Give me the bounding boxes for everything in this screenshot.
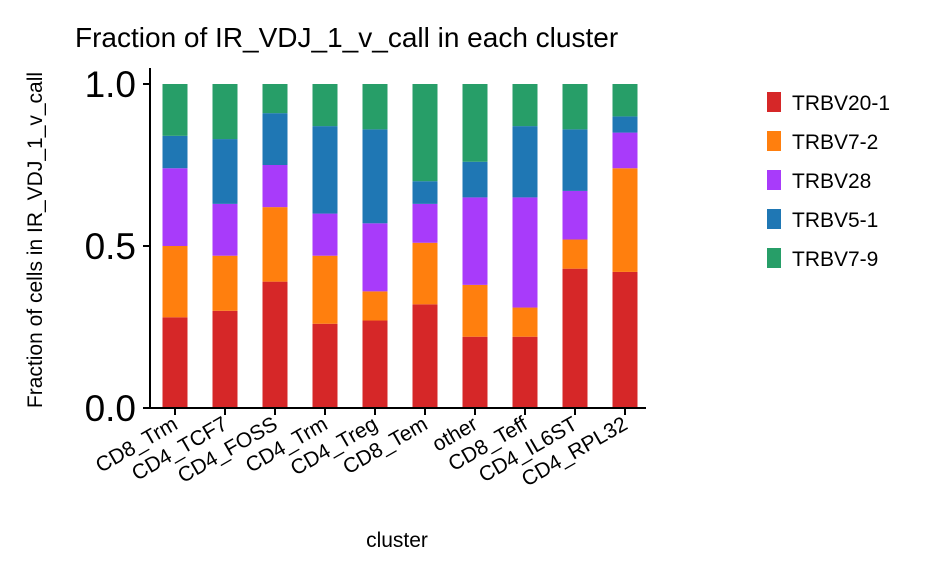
bar-segment-CD4_FOSS-TRBV20-1 (262, 281, 288, 408)
bar-segment-CD8_Tem-TRBV5-1 (412, 181, 438, 204)
legend: TRBV20-1 TRBV7-2 TRBV28 TRBV5-1 TRBV7-9 (767, 92, 890, 271)
legend-label: TRBV20-1 (792, 92, 890, 115)
bar-segment-CD4_FOSS-TRBV5-1 (262, 113, 288, 165)
y-tick-label: 0.0 (85, 388, 136, 429)
bar-segment-CD4_Treg-TRBV28 (362, 223, 388, 292)
bar-segment-CD4_IL6ST-TRBV20-1 (562, 268, 588, 408)
bar-segment-CD4_Trm-TRBV7-2 (312, 255, 338, 324)
bar-segment-CD4_TCF7-TRBV5-1 (212, 139, 238, 204)
bar-segment-CD4_FOSS-TRBV28 (262, 165, 288, 208)
legend-swatch (767, 170, 781, 190)
bar-segment-CD8_Tem-TRBV28 (412, 203, 438, 243)
legend-label: TRBV7-9 (792, 248, 878, 271)
legend-swatch (767, 209, 781, 229)
legend-swatch (767, 131, 781, 151)
legend-swatch (767, 92, 781, 112)
legend-label: TRBV5-1 (792, 209, 878, 232)
bar-segment-CD4_Treg-TRBV20-1 (362, 320, 388, 408)
bar-segment-other-TRBV7-9 (462, 84, 488, 162)
bar-segment-CD8_Tem-TRBV7-9 (412, 84, 438, 182)
bar-segment-CD4_FOSS-TRBV7-9 (262, 84, 288, 114)
bar-segment-CD4_RPL32-TRBV7-2 (612, 168, 638, 272)
bar-segment-CD8_Teff-TRBV5-1 (512, 126, 538, 198)
bar-segment-CD8_Teff-TRBV28 (512, 197, 538, 308)
bar-segment-CD4_IL6ST-TRBV7-2 (562, 239, 588, 269)
bar-segment-CD4_IL6ST-TRBV5-1 (562, 129, 588, 191)
bar-segment-CD8_Tem-TRBV20-1 (412, 304, 438, 408)
y-axis-label: Fraction of cells in IR_VDJ_1_v_call (24, 72, 47, 408)
legend-label: TRBV7-2 (792, 131, 878, 154)
bar-segment-CD4_Treg-TRBV5-1 (362, 129, 388, 224)
bars-group (162, 84, 638, 408)
legend-label: TRBV28 (792, 170, 871, 193)
bar-segment-other-TRBV5-1 (462, 161, 488, 198)
bar-segment-CD4_TCF7-TRBV28 (212, 203, 238, 256)
bar-segment-CD4_TCF7-TRBV7-2 (212, 255, 238, 311)
bar-segment-CD4_Trm-TRBV28 (312, 213, 338, 256)
bar-segment-CD4_RPL32-TRBV5-1 (612, 116, 638, 133)
bar-segment-other-TRBV28 (462, 197, 488, 285)
bar-segment-CD8_Tem-TRBV7-2 (412, 242, 438, 305)
chart-title: Fraction of IR_VDJ_1_v_call in each clus… (75, 22, 618, 53)
bar-segment-CD4_Trm-TRBV20-1 (312, 323, 338, 408)
bar-segment-CD8_Teff-TRBV7-9 (512, 84, 538, 127)
bar-segment-CD8_Trm-TRBV5-1 (162, 135, 188, 169)
bar-segment-other-TRBV7-2 (462, 284, 488, 337)
bar-segment-CD4_IL6ST-TRBV28 (562, 190, 588, 240)
bar-segment-CD8_Trm-TRBV28 (162, 168, 188, 246)
bar-segment-CD4_RPL32-TRBV20-1 (612, 271, 638, 408)
bar-segment-CD4_Treg-TRBV7-2 (362, 291, 388, 321)
bar-segment-CD8_Trm-TRBV7-2 (162, 246, 188, 318)
bar-segment-other-TRBV20-1 (462, 336, 488, 408)
bar-segment-CD4_RPL32-TRBV28 (612, 132, 638, 169)
bar-segment-CD4_RPL32-TRBV7-9 (612, 84, 638, 117)
y-tick-label: 1.0 (85, 64, 136, 105)
bar-segment-CD4_IL6ST-TRBV7-9 (562, 84, 588, 130)
x-axis-label: cluster (366, 529, 428, 552)
bar-segment-CD4_Treg-TRBV7-9 (362, 84, 388, 130)
bar-segment-CD4_Trm-TRBV5-1 (312, 126, 338, 214)
bar-segment-CD8_Teff-TRBV7-2 (512, 307, 538, 337)
y-tick-label: 0.5 (85, 226, 136, 267)
bar-segment-CD4_TCF7-TRBV20-1 (212, 310, 238, 408)
bar-segment-CD8_Trm-TRBV20-1 (162, 317, 188, 408)
bar-segment-CD8_Trm-TRBV7-9 (162, 84, 188, 136)
legend-swatch (767, 248, 781, 268)
bar-segment-CD8_Teff-TRBV20-1 (512, 336, 538, 408)
bar-segment-CD4_FOSS-TRBV7-2 (262, 207, 288, 282)
bar-segment-CD4_Trm-TRBV7-9 (312, 84, 338, 127)
bar-segment-CD4_TCF7-TRBV7-9 (212, 84, 238, 140)
